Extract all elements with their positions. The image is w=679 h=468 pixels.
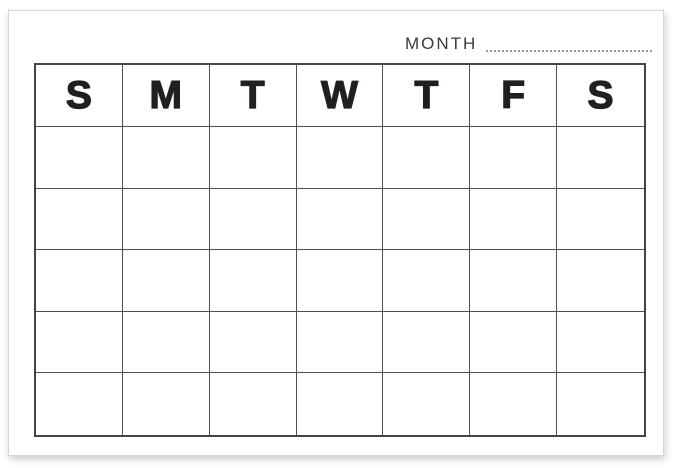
calendar-cell[interactable] bbox=[122, 250, 210, 312]
calendar-cell[interactable] bbox=[209, 188, 297, 251]
calendar-cell[interactable] bbox=[383, 188, 471, 251]
calendar-cell[interactable] bbox=[470, 127, 558, 189]
calendar-cell[interactable] bbox=[383, 250, 471, 312]
calendar-cell[interactable] bbox=[470, 188, 558, 251]
calendar-grid: S M T W T F S bbox=[34, 63, 646, 437]
calendar-cell[interactable] bbox=[296, 127, 384, 189]
calendar-cell[interactable] bbox=[383, 127, 471, 189]
month-label: MONTH bbox=[405, 34, 478, 53]
calendar-cell[interactable] bbox=[296, 250, 384, 312]
day-header-wednesday: W bbox=[296, 65, 384, 127]
calendar-cell[interactable] bbox=[209, 250, 297, 312]
calendar-cell[interactable] bbox=[557, 250, 644, 312]
month-fill-in-line[interactable] bbox=[486, 37, 653, 52]
day-header-thursday: T bbox=[383, 65, 471, 127]
calendar-cell[interactable] bbox=[122, 127, 210, 189]
calendar-cell[interactable] bbox=[470, 373, 558, 435]
calendar-cell[interactable] bbox=[36, 188, 123, 251]
day-header-sunday: S bbox=[36, 65, 123, 127]
month-row: MONTH bbox=[405, 34, 653, 53]
calendar-cell[interactable] bbox=[383, 373, 471, 435]
day-header-friday: F bbox=[470, 65, 558, 127]
calendar-cell[interactable] bbox=[209, 311, 297, 374]
calendar-cell[interactable] bbox=[210, 373, 297, 435]
calendar-cell[interactable] bbox=[122, 311, 210, 374]
calendar-cell[interactable] bbox=[297, 373, 384, 435]
calendar-cell[interactable] bbox=[36, 311, 123, 374]
day-header-monday: M bbox=[122, 65, 210, 127]
day-header-saturday: S bbox=[557, 65, 644, 127]
calendar-cell[interactable] bbox=[557, 373, 644, 435]
day-header-tuesday: T bbox=[209, 65, 297, 127]
calendar-cell[interactable] bbox=[36, 127, 123, 189]
calendar-cell[interactable] bbox=[123, 373, 210, 435]
calendar-cell[interactable] bbox=[36, 250, 123, 312]
calendar-cell[interactable] bbox=[383, 311, 471, 374]
calendar-cell[interactable] bbox=[557, 127, 644, 189]
calendar-cell[interactable] bbox=[557, 312, 644, 374]
calendar-cell[interactable] bbox=[122, 188, 210, 251]
calendar-cell[interactable] bbox=[296, 311, 384, 374]
calendar-cell[interactable] bbox=[209, 127, 297, 189]
calendar-cell[interactable] bbox=[557, 189, 644, 251]
calendar-sheet: MONTH S M T W T F S bbox=[8, 10, 664, 456]
calendar-cell[interactable] bbox=[470, 250, 558, 312]
calendar-cell[interactable] bbox=[296, 188, 384, 251]
calendar-cell[interactable] bbox=[36, 373, 123, 435]
calendar-cell[interactable] bbox=[470, 311, 558, 374]
